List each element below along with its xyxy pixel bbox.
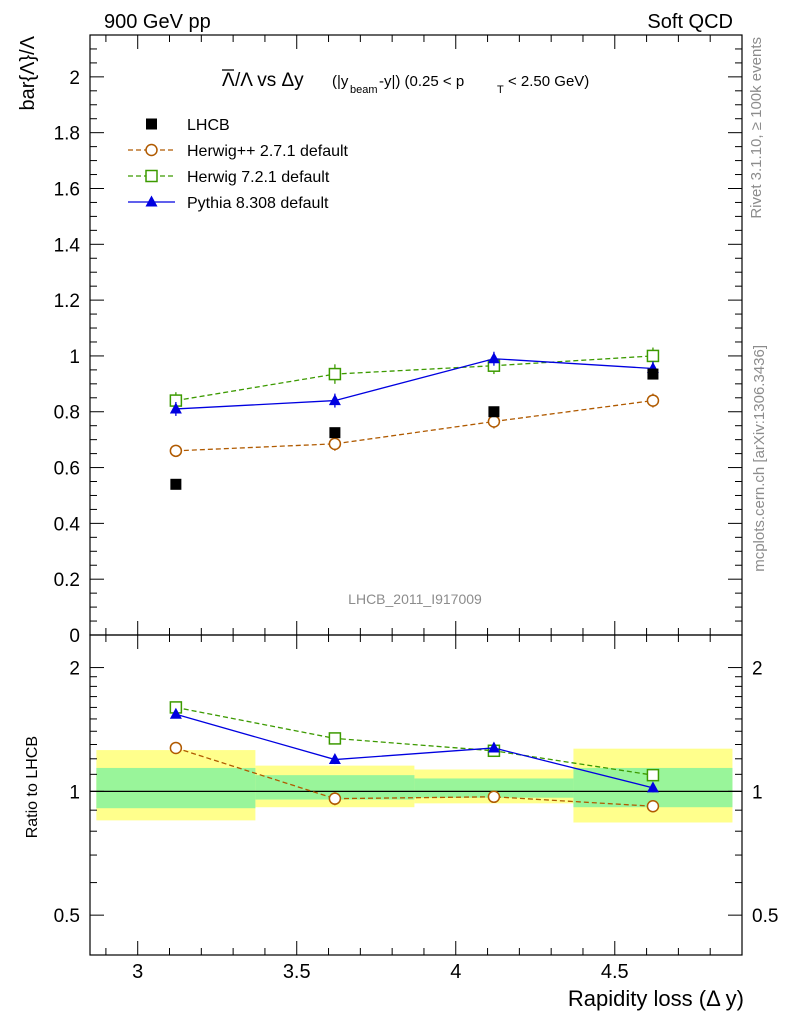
green-band-2 [414, 778, 574, 798]
ratio-point-herwig-2-7-1-default [169, 741, 183, 755]
legend-label-pythia-8-308-default: Pythia 8.308 default [187, 195, 329, 212]
analysis-id: LHCB_2011_I917009 [348, 591, 482, 607]
main-point-pythia-8-308-default [487, 352, 500, 364]
main-line-herwig-7-2-1-default [175, 355, 653, 402]
ratio-point-herwig-7-2-1-default [328, 732, 342, 745]
ratio-line-herwig-2-7-1-default [175, 747, 653, 807]
ratio-y-tick-label: 2 [69, 659, 80, 680]
ratio-point-pythia-8-308-default [169, 707, 182, 719]
main-y-tick-label: 0.6 [54, 459, 80, 480]
main-point-lhcb [488, 406, 500, 418]
x-tick-label: 3 [132, 961, 143, 983]
main-y-tick-label: 0.2 [54, 570, 80, 591]
title-lambda-bar: Λ [222, 70, 235, 91]
main-point-lhcb [647, 368, 659, 380]
main-point-herwig-2-7-1-default [646, 394, 660, 407]
legend-marker-pythia-8-308-default [145, 195, 158, 207]
title-pt-sub: T [497, 84, 504, 96]
green-band-0 [96, 767, 256, 809]
x-tick-label: 4.5 [601, 961, 629, 983]
main-point-pythia-8-308-default [328, 394, 341, 406]
main-y-tick-label: 1.4 [54, 235, 81, 256]
legend-label-herwig-2-7-1-default: Herwig++ 2.7.1 default [187, 143, 349, 160]
main-y-tick-label: 1.2 [54, 291, 80, 312]
title-ratio: /Λ vs Δy [235, 70, 304, 91]
main-y-tick-label: 0 [69, 626, 80, 647]
main-y-tick-label: 1.8 [54, 124, 80, 145]
header-right: Soft QCD [647, 11, 733, 33]
ratio-point-herwig-7-2-1-default [646, 768, 660, 782]
legend-marker-lhcb [146, 118, 157, 130]
ratio-plot-frame [89, 634, 743, 956]
ratio-point-pythia-8-308-default [328, 753, 341, 765]
x-tick-label: 3.5 [283, 961, 311, 983]
ratio-y-tick-label-right: 1 [752, 782, 763, 803]
main-point-herwig-2-7-1-default [487, 415, 501, 428]
ratio-y-tick-label-right: 2 [752, 659, 763, 680]
main-y-tick-label: 0.8 [54, 403, 80, 424]
ratio-line-herwig-7-2-1-default [175, 706, 654, 776]
legend-marker-herwig-2-7-1-default [145, 143, 158, 157]
ratio-y-tick-label: 0.5 [54, 906, 80, 927]
legend-marker-herwig-7-2-1-default [145, 169, 158, 183]
main-point-lhcb [170, 478, 182, 490]
rivet-version-text: Rivet 3.1.10, ≥ 100k events [748, 37, 765, 219]
legend-label-herwig-7-2-1-default: Herwig 7.2.1 default [187, 169, 330, 186]
main-point-lhcb [329, 427, 341, 439]
main-y-tick-label: 0.4 [54, 514, 81, 535]
x-tick-label: 4 [450, 961, 461, 983]
main-point-herwig-7-2-1-default [646, 349, 660, 363]
main-y-tick-label: 1.6 [54, 179, 80, 200]
main-point-pythia-8-308-default [169, 402, 182, 414]
ratio-point-herwig-2-7-1-default [487, 790, 501, 804]
main-y-tick-label: 2 [69, 68, 80, 89]
ratio-y-tick-label-right: 0.5 [752, 906, 778, 927]
plot-title: Λ /Λ vs Δy (|y beam -y|) (0.25 < p T < 2… [222, 69, 589, 96]
main-point-herwig-2-7-1-default [169, 444, 183, 458]
ratio-point-herwig-2-7-1-default [328, 792, 342, 805]
ratio-line-pythia-8-308-default [175, 713, 654, 789]
title-beam-sub: beam [350, 84, 378, 96]
title-abs-open: (|y [332, 73, 349, 90]
ratio-y-label: Ratio to LHCB [24, 736, 41, 838]
main-y-tick-label: 1 [69, 347, 80, 368]
main-line-pythia-8-308-default [175, 358, 653, 410]
ratio-point-pythia-8-308-default [646, 781, 659, 793]
ratio-point-pythia-8-308-default [487, 741, 500, 753]
source-text: mcplots.cern.ch [arXiv:1306.3436] [751, 345, 768, 572]
main-point-herwig-7-2-1-default [328, 367, 342, 381]
main-line-herwig-2-7-1-default [175, 399, 654, 452]
title-abs-close: -y|) (0.25 < p [379, 73, 464, 90]
main-point-herwig-2-7-1-default [328, 437, 342, 451]
main-y-label: bar{Λ}/Λ [17, 35, 39, 110]
header-left: 900 GeV pp [104, 11, 211, 33]
legend-label-lhcb: LHCB [187, 117, 230, 134]
x-axis-label: Rapidity loss (Δ y) [568, 986, 744, 1011]
ratio-y-tick-label: 1 [69, 782, 80, 803]
ratio-point-herwig-2-7-1-default [646, 799, 660, 813]
title-range-end: < 2.50 GeV) [508, 73, 589, 90]
